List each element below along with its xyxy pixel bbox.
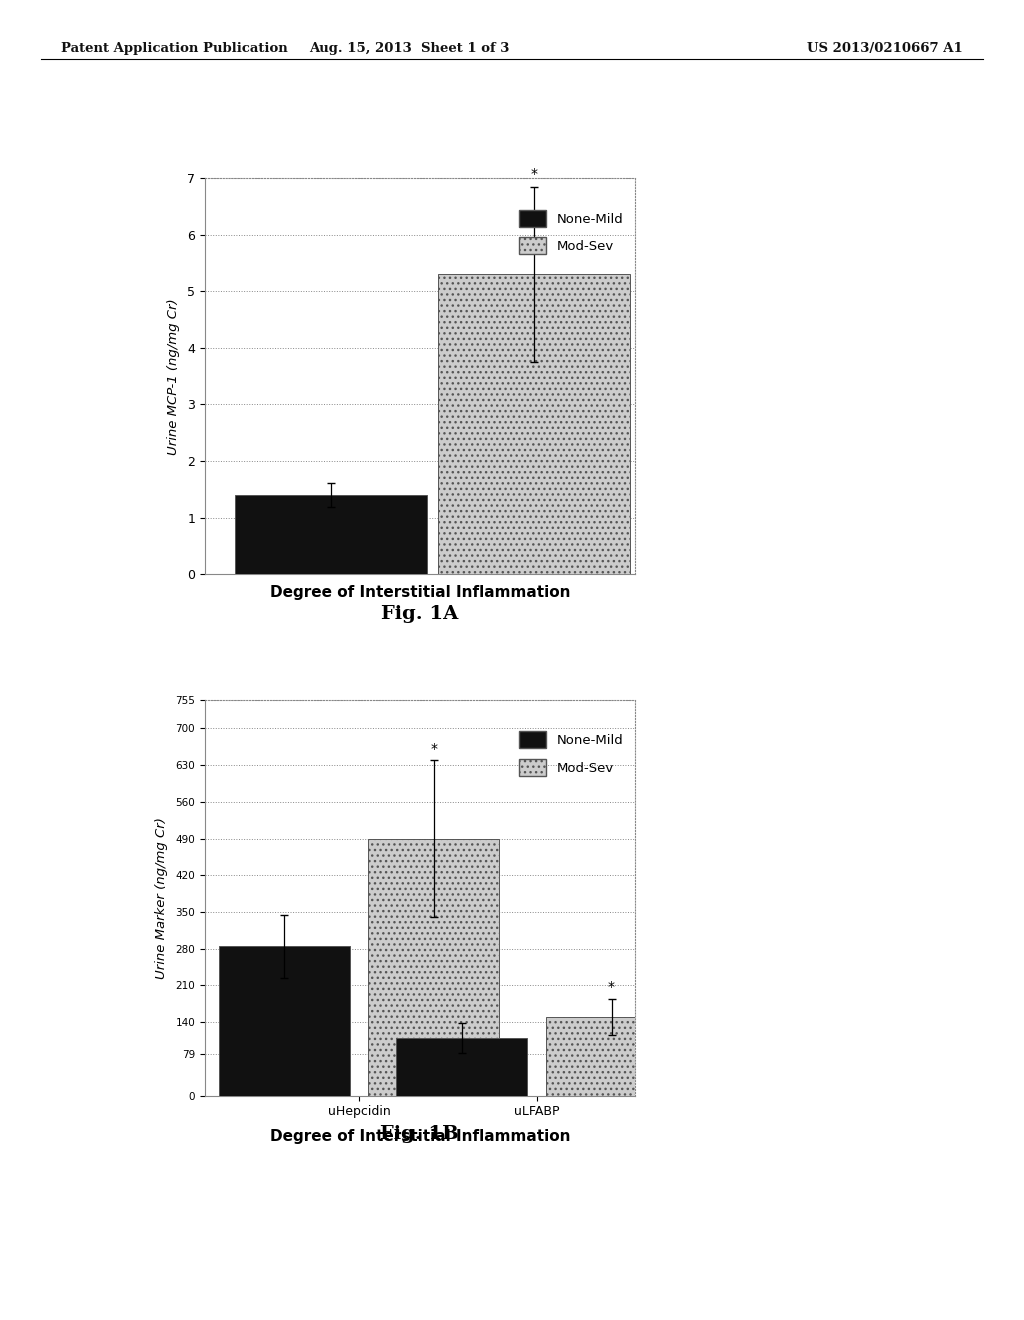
- Y-axis label: Urine Marker (ng/mg Cr): Urine Marker (ng/mg Cr): [156, 817, 168, 978]
- X-axis label: Degree of Interstitial Inflammation: Degree of Interstitial Inflammation: [269, 1130, 570, 1144]
- Bar: [219, 946, 350, 1096]
- Text: *: *: [530, 168, 538, 181]
- Bar: [236, 495, 427, 574]
- X-axis label: Degree of Interstitial Inflammation: Degree of Interstitial Inflammation: [269, 585, 570, 601]
- Bar: [369, 838, 500, 1096]
- Text: Patent Application Publication: Patent Application Publication: [61, 42, 288, 55]
- Legend: None-Mild, Mod-Sev: None-Mild, Mod-Sev: [514, 726, 629, 781]
- Text: Fig. 1A: Fig. 1A: [381, 605, 459, 623]
- Bar: [437, 275, 630, 574]
- Bar: [546, 1016, 677, 1096]
- Y-axis label: Urine MCP-1 (ng/mg Cr): Urine MCP-1 (ng/mg Cr): [167, 298, 180, 454]
- Legend: None-Mild, Mod-Sev: None-Mild, Mod-Sev: [514, 205, 629, 260]
- Text: *: *: [608, 981, 615, 994]
- Text: US 2013/0210667 A1: US 2013/0210667 A1: [807, 42, 963, 55]
- Bar: [396, 1038, 527, 1096]
- Text: *: *: [430, 742, 437, 756]
- Text: Aug. 15, 2013  Sheet 1 of 3: Aug. 15, 2013 Sheet 1 of 3: [309, 42, 510, 55]
- Text: Fig. 1B: Fig. 1B: [381, 1125, 459, 1143]
